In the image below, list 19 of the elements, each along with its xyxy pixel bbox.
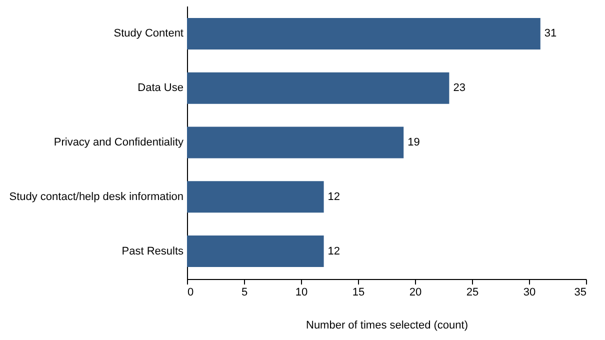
y-tick-label: Past Results — [122, 245, 184, 258]
y-tick-label: Privacy and Confidentiality — [54, 136, 184, 148]
x-tick-label: 25 — [466, 286, 479, 298]
y-tick-label: Data Use — [138, 82, 184, 94]
x-axis-title: Number of times selected (count) — [306, 320, 468, 332]
x-tick-label: 20 — [409, 286, 422, 298]
x-tick-label: 30 — [523, 286, 536, 298]
data-label: 31 — [544, 28, 557, 40]
x-tick-label: 15 — [352, 286, 365, 298]
data-label: 12 — [328, 245, 340, 258]
y-tick-label: Study contact/help desk information — [9, 190, 184, 203]
y-tick-label: Study Content — [114, 28, 184, 40]
x-tick-label: 10 — [295, 286, 308, 298]
x-tick-label: 0 — [188, 286, 194, 298]
data-label: 19 — [408, 136, 420, 148]
x-tick-label: 5 — [241, 286, 248, 298]
data-label: 23 — [453, 82, 466, 94]
data-label: 12 — [328, 190, 340, 203]
x-tick-label: 35 — [574, 286, 586, 298]
